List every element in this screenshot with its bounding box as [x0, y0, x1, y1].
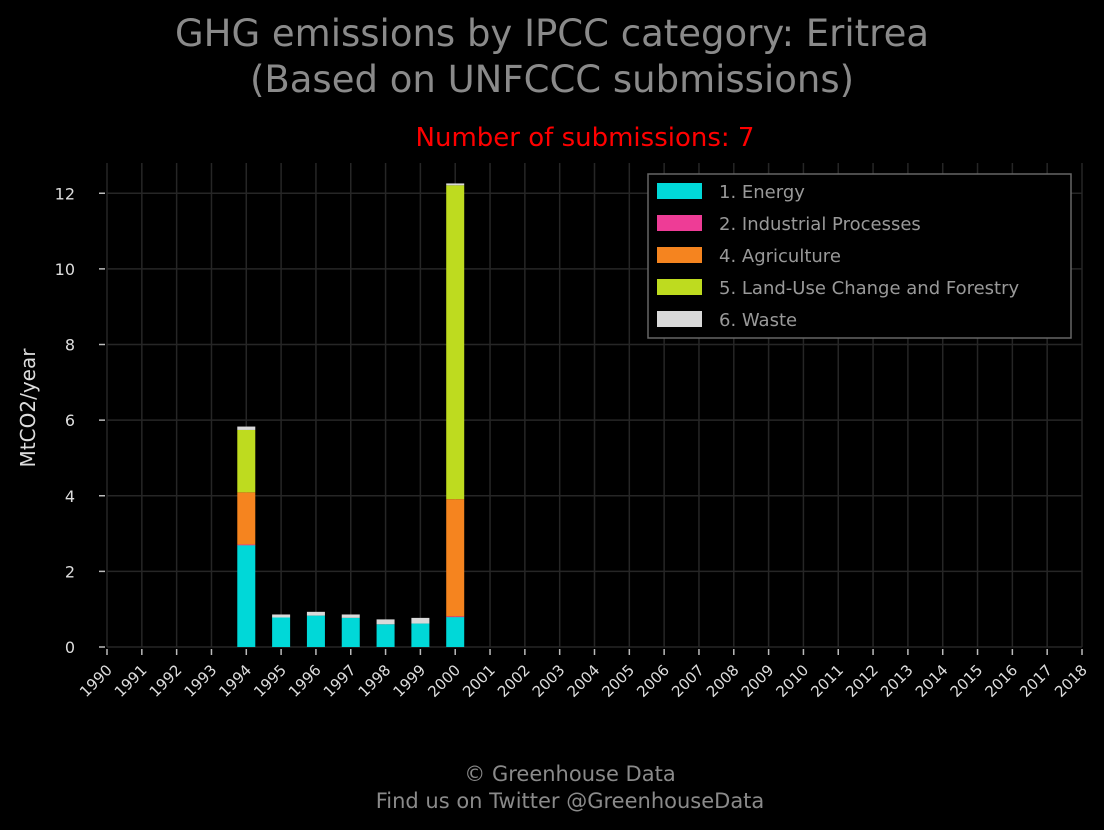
y-tick-label: 12	[55, 184, 75, 203]
legend-label: 5. Land-Use Change and Forestry	[719, 278, 1019, 299]
bar-segment	[446, 185, 465, 500]
bar-segment	[306, 615, 325, 647]
x-tick-label: 2015	[947, 661, 987, 701]
bar-segment	[446, 499, 465, 617]
bar-segment	[446, 183, 465, 186]
legend-swatch	[657, 279, 702, 295]
bar-segment	[237, 426, 256, 430]
bar-segment	[411, 623, 430, 647]
bar-segment	[376, 624, 395, 647]
x-tick-label: 2014	[912, 661, 952, 701]
x-tick-label: 1991	[111, 661, 151, 701]
bar-segment	[446, 616, 465, 618]
chart-title-line2: (Based on UNFCCC submissions)	[249, 58, 855, 101]
bar-segment	[341, 617, 360, 647]
chart-title-line1: GHG emissions by IPCC category: Eritrea	[174, 12, 930, 55]
bar-segment	[237, 544, 256, 546]
legend-swatch	[657, 247, 702, 263]
legend-box	[647, 173, 1072, 339]
bar-segment	[272, 614, 291, 618]
x-tick-label: 2000	[424, 661, 464, 701]
x-tick-label: 1990	[76, 661, 116, 701]
x-tick-label: 2007	[668, 661, 708, 701]
y-tick-label: 4	[65, 487, 75, 506]
legend-swatch	[657, 183, 702, 199]
x-tick-label: 2017	[1016, 661, 1056, 701]
footer-twitter: Find us on Twitter @GreenhouseData	[375, 789, 765, 813]
bar-segment	[306, 611, 325, 616]
legend-label: 2. Industrial Processes	[719, 214, 921, 235]
x-tick-label: 2006	[633, 661, 673, 701]
legend-swatch	[657, 311, 702, 327]
y-tick-label: 8	[65, 336, 75, 355]
legend: 1. Energy 2. Industrial Processes 4. Agric…	[647, 173, 1072, 339]
x-tick-label: 2016	[981, 661, 1021, 701]
chart-subtitle: Number of submissions: 7	[415, 123, 755, 153]
x-tick-label: 1998	[355, 661, 395, 701]
bar-segment	[341, 614, 360, 618]
bar-segment	[272, 617, 291, 647]
y-tick-label: 2	[65, 562, 75, 581]
legend-label: 4. Agriculture	[719, 246, 841, 267]
bar-segment	[411, 617, 430, 624]
legend-label: 1. Energy	[719, 182, 805, 203]
y-tick-label: 0	[65, 638, 75, 657]
x-tick-label: 2010	[773, 661, 813, 701]
x-tick-label: 2001	[459, 661, 499, 701]
bar-segment	[237, 544, 256, 647]
x-tick-label: 1996	[285, 661, 325, 701]
x-tick-label: 2008	[703, 661, 743, 701]
x-tick-label: 2011	[807, 661, 847, 701]
x-tick-label: 2005	[598, 661, 638, 701]
chart-svg: 0246810121990199119921993199419951996199…	[16, 163, 1091, 701]
bar-segment	[237, 429, 256, 493]
footer-copyright: © Greenhouse Data	[464, 762, 676, 786]
x-tick-label: 1997	[320, 661, 360, 701]
bar-segment	[237, 492, 256, 545]
x-tick-label: 2012	[842, 661, 882, 701]
x-tick-label: 1994	[215, 661, 255, 701]
x-tick-label: 1992	[146, 661, 186, 701]
bar-segment	[376, 619, 395, 625]
x-tick-label: 2003	[529, 661, 569, 701]
x-tick-label: 2004	[564, 661, 604, 701]
legend-swatch	[657, 215, 702, 231]
x-tick-label: 2009	[738, 661, 778, 701]
x-tick-label: 1999	[389, 661, 429, 701]
legend-label: 6. Waste	[719, 310, 797, 331]
x-tick-label: 2018	[1051, 661, 1091, 701]
x-tick-label: 1993	[181, 661, 221, 701]
y-tick-label: 10	[55, 260, 75, 279]
y-tick-label: 6	[65, 411, 75, 430]
x-tick-label: 2013	[877, 661, 917, 701]
bars-layer	[237, 183, 465, 647]
x-tick-label: 2002	[494, 661, 534, 701]
y-axis-label: MtCO2/year	[16, 348, 40, 468]
x-tick-label: 1995	[250, 661, 290, 701]
bar-segment	[446, 616, 465, 647]
